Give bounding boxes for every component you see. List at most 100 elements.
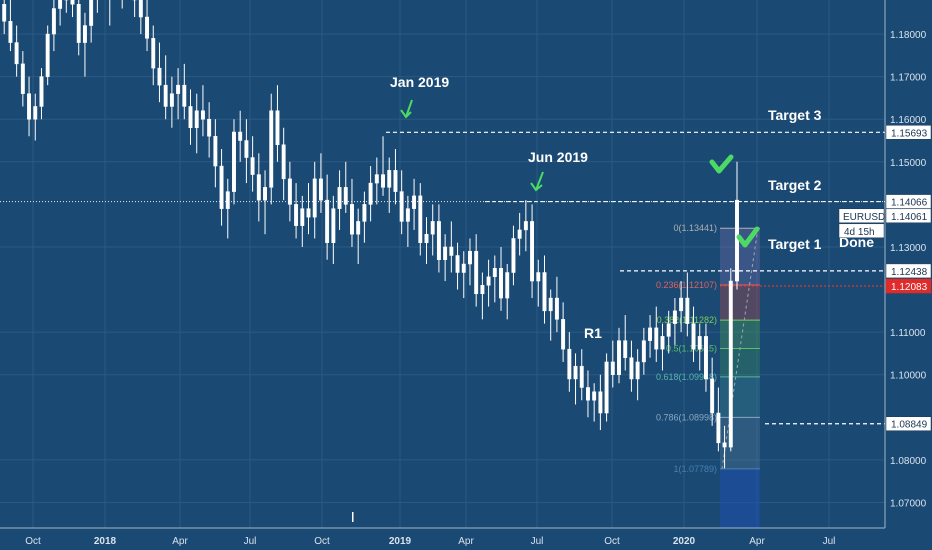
candle-body (641, 340, 646, 363)
candle-body (505, 272, 510, 299)
candle-body (232, 131, 236, 192)
x-tick-label: Oct (25, 536, 41, 547)
candle-body (219, 165, 224, 209)
price-label-text: 1.08849 (891, 420, 928, 431)
candle-body (430, 221, 435, 235)
time-axis[interactable]: Oct 2018 Apr Jul Oct 2019 Apr Jul Oct 2020 Apr Jul (25, 536, 835, 547)
candle-body (716, 412, 721, 444)
candle-body (325, 199, 330, 243)
candle-body (269, 110, 274, 188)
candle-body (287, 178, 292, 205)
candle-body (312, 178, 317, 218)
fib-zone (720, 376, 760, 418)
candles (2, 0, 739, 469)
y-tick-label: 1.13000 (890, 243, 927, 254)
candle-body (343, 187, 348, 205)
fib-zone (720, 348, 760, 377)
grid (0, 0, 885, 528)
candle-body (461, 263, 466, 273)
candle-body (511, 238, 516, 273)
candle-body (356, 221, 361, 235)
price-label-text: 1.15693 (891, 128, 928, 139)
candle-body (468, 250, 472, 265)
x-tick-label: 2020 (673, 536, 696, 547)
candle-body (480, 285, 485, 295)
x-tick-label: Oct (314, 536, 330, 547)
candle-body (163, 84, 168, 107)
candle-body (399, 191, 404, 222)
candle-body (157, 67, 162, 86)
candle-body (610, 361, 615, 375)
x-tick-label: Apr (458, 536, 474, 547)
candle-body (244, 140, 249, 158)
candle-body (51, 8, 56, 35)
candle-body (629, 357, 634, 380)
candle-body (89, 0, 94, 26)
annotation-target-3: Target 3 (768, 107, 822, 123)
candle-body (722, 442, 727, 448)
annotation-target-1: Target 1 (768, 236, 822, 252)
candle-body (169, 93, 174, 107)
candle-body (561, 319, 566, 350)
y-tick-label: 1.17000 (890, 73, 927, 84)
candle-body (188, 106, 193, 128)
fib-level-label: 0.618(1.09948) (656, 372, 717, 382)
y-tick-label: 1.08000 (890, 456, 927, 467)
candle-body (660, 336, 665, 350)
candle-body (213, 136, 218, 167)
candle-body (207, 118, 212, 137)
candle-body (542, 272, 547, 312)
price-label-box (885, 416, 932, 431)
candle-body (350, 204, 354, 235)
candle-body (579, 365, 584, 388)
candle-body (2, 4, 7, 22)
x-tick-label: Jul (823, 536, 836, 547)
annotation-target-2: Target 2 (768, 177, 822, 193)
price-label-box (885, 208, 932, 224)
fib-level-label: 0.5(1.10615) (666, 344, 717, 354)
x-tick-label: 2018 (94, 536, 117, 547)
candle-body (592, 391, 597, 401)
candle-body (318, 178, 323, 201)
price-label-text: 1.14066 (891, 198, 928, 209)
candle-body (548, 297, 553, 312)
candle-body (679, 297, 684, 312)
candle-body (449, 246, 454, 256)
candle-body (648, 327, 653, 341)
fib-zone (720, 284, 760, 321)
fib-trend-line (721, 228, 759, 469)
candle-body (238, 131, 243, 141)
y-tick-label: 1.10000 (890, 371, 927, 382)
candle-body (294, 204, 299, 226)
fib-zone (720, 320, 760, 349)
candle-body (387, 170, 392, 188)
horizontal-levels[interactable] (0, 131, 885, 425)
candle-body (499, 268, 503, 299)
fib-level-label: 0(1.13441) (673, 223, 717, 233)
price-axis[interactable]: 1.18000 1.17000 1.16000 1.15000 1.13000 1.110… (890, 30, 927, 509)
candle-body (517, 229, 522, 239)
candle-body (703, 336, 708, 380)
fib-extension-zone (720, 468, 760, 528)
countdown-label: 4d 15h (844, 227, 875, 238)
annotations: Jan 2019 Jun 2019 Target 3 Target 2 Targ… (390, 74, 874, 341)
candle-body (735, 199, 739, 282)
annotation-jan-2019: Jan 2019 (390, 74, 449, 90)
candle-body (362, 204, 367, 222)
price-label-text: 1.14061 (891, 212, 928, 223)
candle-body (331, 208, 336, 243)
price-label-text: 1.12438 (891, 267, 928, 278)
candle-body (523, 221, 528, 231)
fib-level-label: 0.236(1.12107) (656, 280, 717, 290)
x-tick-label: Apr (749, 536, 765, 547)
candle-body (381, 174, 385, 188)
candle-body (486, 276, 491, 286)
candle-body (275, 110, 280, 146)
candle-body (58, 0, 63, 9)
candle-body (368, 182, 373, 205)
candle-body (281, 144, 286, 180)
candle-body (492, 268, 497, 278)
candle-body (393, 170, 398, 192)
candle-body (300, 208, 305, 226)
